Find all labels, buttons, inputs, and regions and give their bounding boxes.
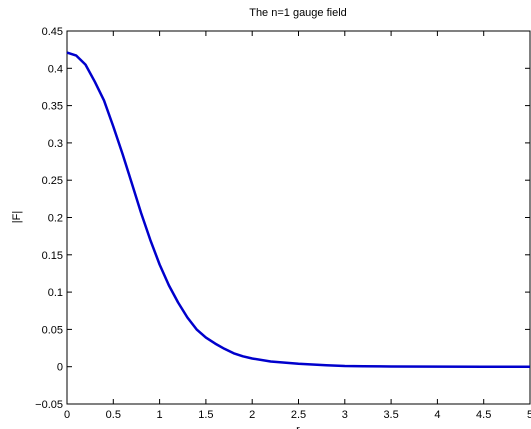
x-axis-title: r	[296, 424, 300, 429]
y-tick-label: 0.4	[48, 63, 63, 75]
y-tick-label: −0.05	[35, 399, 63, 411]
y-tick-label: 0.35	[42, 101, 63, 113]
plot-area	[66, 30, 531, 405]
x-tick-label: 3	[342, 409, 348, 421]
series-group	[66, 51, 530, 368]
y-tick-label: 0.1	[48, 287, 63, 299]
x-tick-label: 2.5	[291, 409, 306, 421]
x-tick-label: 0.5	[106, 409, 121, 421]
x-tick-label: 2	[249, 409, 255, 421]
x-tick-label: 1	[157, 409, 163, 421]
axis-ticks	[66, 30, 531, 405]
y-tick-label: 0.25	[42, 175, 63, 187]
series-line	[66, 51, 530, 368]
chart-title: The n=1 gauge field	[249, 7, 347, 19]
x-tick-labels: 0 0.5 1 1.5 2 2.5 3 3.5 4 4.5 5	[64, 409, 531, 421]
y-tick-label: 0.05	[42, 324, 63, 336]
y-tick-labels: −0.05 0 0.05 0.1 0.15 0.2 0.25 0.3 0.35 0.4 0.45	[35, 26, 63, 411]
y-tick-label: 0.3	[48, 138, 63, 150]
x-tick-label: 4	[434, 409, 440, 421]
x-tick-label: 5	[527, 409, 531, 421]
x-tick-label: 1.5	[198, 409, 213, 421]
y-tick-label: 0.15	[42, 250, 63, 262]
x-tick-label: 3.5	[383, 409, 398, 421]
y-tick-label: 0	[57, 362, 63, 374]
x-tick-label: 4.5	[476, 409, 491, 421]
x-tick-label: 0	[64, 409, 70, 421]
y-axis-title: |F|	[11, 211, 23, 223]
y-tick-label: 0.2	[48, 213, 63, 225]
y-tick-label: 0.45	[42, 26, 63, 38]
